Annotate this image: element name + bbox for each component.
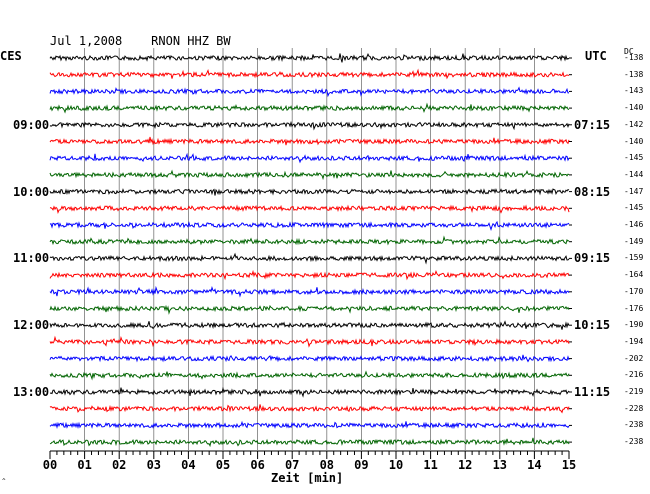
x-tick-label: 04 (181, 458, 196, 472)
left-time-label: 11:00 (13, 251, 50, 266)
seismic-traces (49, 53, 572, 448)
left-time-label: 13:00 (13, 385, 50, 399)
x-tick-label: 01 (77, 458, 92, 472)
dc-offset-value: -145 (624, 203, 644, 213)
dc-offset-value: -145 (624, 153, 644, 163)
trace-line (49, 220, 570, 232)
x-tick-label: 12 (457, 458, 473, 472)
dc-offset-value: -146 (624, 220, 644, 229)
trace-line (49, 68, 570, 80)
x-tick-label: 09 (354, 458, 369, 472)
trace-line (49, 437, 570, 448)
x-tick-label: 08 (319, 458, 335, 472)
dc-offset-value: -144 (624, 169, 644, 179)
left-timezone-label: CES (0, 49, 22, 63)
dc-offset-value: -140 (624, 103, 644, 113)
trace-line (49, 269, 570, 281)
trace-line (49, 152, 570, 164)
dc-offset-value: -170 (624, 286, 644, 296)
dc-offset-value: -164 (624, 270, 644, 280)
trace-line (49, 136, 570, 146)
trace-line (49, 420, 570, 430)
trace-line (49, 335, 570, 348)
trace-line (49, 120, 570, 131)
trace-line (49, 304, 570, 315)
dc-offset-value: -143 (624, 86, 644, 96)
x-tick-label: 03 (146, 458, 162, 472)
dc-offset-value: -138 (624, 53, 644, 62)
dc-offset-value: -219 (624, 387, 644, 396)
trace-line (49, 285, 570, 298)
x-tick-label: 11 (423, 458, 438, 472)
trace-line (49, 169, 570, 181)
trace-line (49, 204, 570, 214)
dc-offset-value: -159 (624, 253, 644, 263)
dc-offset-value: -202 (624, 353, 644, 363)
right-time-label: 10:15 (574, 318, 611, 333)
x-axis-title: Zeit [min] (271, 471, 344, 485)
dc-offset-value: -228 (624, 403, 644, 413)
left-time-label: 09:00 (13, 117, 50, 132)
left-time-label: 10:00 (13, 184, 50, 199)
x-tick-label: 05 (215, 458, 231, 472)
trace-line (49, 320, 570, 330)
trace-line (49, 187, 570, 196)
dc-offset-value: -176 (624, 303, 644, 313)
trace-line (49, 386, 570, 398)
x-tick-label: 07 (284, 458, 300, 472)
trace-line (49, 354, 570, 363)
x-tick-label: 00 (42, 458, 58, 472)
x-tick-label: 02 (111, 458, 127, 472)
trace-line (49, 86, 569, 98)
dc-offset-value: -138 (624, 69, 644, 79)
dc-offset-value: -238 (624, 437, 644, 447)
dc-offset-value: -147 (624, 186, 644, 196)
trace-line (49, 370, 570, 381)
right-time-label: 07:15 (574, 117, 611, 132)
x-tick-label: 14 (527, 458, 542, 472)
minute-grid (84, 48, 535, 450)
left-time-label: 12:00 (13, 318, 50, 333)
dc-offset-value: -190 (624, 320, 644, 330)
trace-line (49, 404, 570, 414)
right-timezone-label: UTC (585, 49, 607, 63)
right-time-label: 11:15 (574, 385, 611, 399)
x-tick-label: 06 (250, 458, 265, 472)
right-time-label: 09:15 (574, 251, 611, 266)
x-tick-label: 15 (561, 458, 577, 472)
dc-offset-value: -140 (624, 136, 644, 146)
trace-line (49, 102, 570, 114)
dc-offset-value: -149 (624, 236, 644, 246)
corner-mark: ^ (2, 478, 6, 485)
right-time-label: 08:15 (574, 184, 611, 199)
dc-offset-value: -194 (624, 336, 644, 346)
trace-line (49, 235, 570, 246)
dc-column-label: DC (624, 47, 634, 56)
trace-line (49, 252, 570, 265)
trace-line (49, 53, 570, 63)
time-axis (49, 450, 570, 459)
x-tick-label: 10 (388, 458, 404, 472)
dc-offset-value: -238 (624, 420, 644, 430)
x-tick-label: 13 (492, 458, 508, 472)
dc-offset-value: -216 (624, 370, 644, 380)
dc-offset-value: -142 (624, 119, 644, 129)
plot-title: Jul 1,2008 RNON HHZ BW (50, 34, 231, 48)
